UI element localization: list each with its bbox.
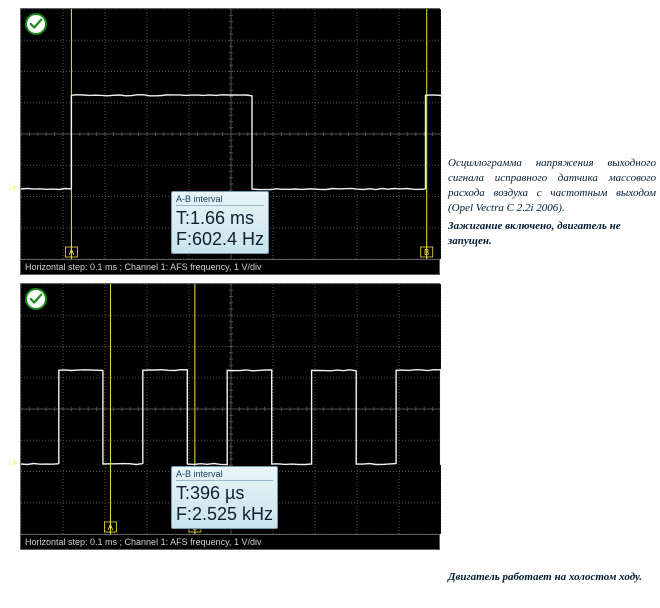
interval-panel-top: A-B interval T:1.66 ms F:602.4 Hz [171, 191, 269, 254]
caption-text-bold: Зажигание включено, двигатель не запущен… [448, 219, 656, 249]
svg-text:A: A [108, 523, 114, 532]
caption-bottom: Двигатель работает на холостом ходу. [448, 566, 656, 585]
caption-top: Осциллограмма напряжения выходного сигна… [448, 156, 656, 249]
channel-1-marker: 1▸ [7, 181, 19, 194]
interval-frequency: F:602.4 Hz [176, 229, 264, 250]
channel-1-marker: 1▸ [7, 456, 19, 469]
scope-block-bottom: AB 1▸ A-B interval T:396 µs F:2.525 kHzH… [20, 283, 660, 550]
interval-header: A-B interval [176, 469, 273, 481]
scope-footer: Horizontal step: 0.1 ms ; Channel 1: AFS… [20, 535, 440, 550]
svg-text:B: B [424, 248, 429, 257]
oscilloscope-top: AB 1▸ A-B interval T:1.66 ms F:602.4 Hz [20, 8, 440, 260]
caption-text-bold: Двигатель работает на холостом ходу. [448, 570, 656, 585]
status-ok-icon [25, 13, 47, 35]
interval-period: T:396 µs [176, 483, 273, 504]
interval-frequency: F:2.525 kHz [176, 504, 273, 525]
scope-footer: Horizontal step: 0.1 ms ; Channel 1: AFS… [20, 260, 440, 275]
status-ok-icon [25, 288, 47, 310]
svg-text:A: A [69, 248, 75, 257]
caption-text: Осциллограмма напряжения выходного сигна… [448, 156, 656, 215]
interval-panel-bottom: A-B interval T:396 µs F:2.525 kHz [171, 466, 278, 529]
oscilloscope-bottom: AB 1▸ A-B interval T:396 µs F:2.525 kHz [20, 283, 440, 535]
interval-header: A-B interval [176, 194, 264, 206]
interval-period: T:1.66 ms [176, 208, 264, 229]
